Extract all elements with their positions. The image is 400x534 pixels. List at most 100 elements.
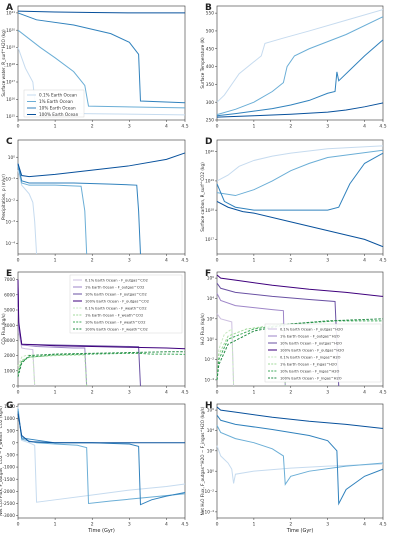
legend-label: 10% Earth Ocean - F_outgas^CO2 <box>85 292 147 296</box>
x-tick-label: 1 <box>54 124 57 130</box>
y-tick-label: 1000 <box>4 368 15 374</box>
panel-g: G 0 1 2 3 4 4.5 Time (Gyr) 1500 1000 500 0 -500 -1000… <box>0 401 189 534</box>
series-line-2 <box>216 282 340 387</box>
x-tick-label: 3 <box>128 258 131 264</box>
y-axis-label: Precipitation, p (m/yr) <box>1 174 6 220</box>
x-tick-label: 3 <box>326 390 329 396</box>
legend-label: 1% Earth Ocean - F_outgas^CO2 <box>85 285 144 289</box>
y-tick-label: 10⁻⁴ <box>205 509 215 515</box>
series-line-3 <box>17 279 186 350</box>
y-tick-label: 0 <box>12 384 15 390</box>
x-tick-label: 1 <box>54 390 57 396</box>
panel-h: H 0 1 2 3 4 4.5 Time (Gyr) 10⁶ 10⁴ 10² 10⁰ 10⁻² 10⁻⁴N… <box>200 401 387 534</box>
y-tick-label: 400 <box>206 64 214 70</box>
x-axis-label: Time (Gyr) <box>286 528 314 534</box>
legend-label: 1% Earth Ocean - F_outgas^H2O <box>280 334 340 338</box>
y-tick-label: 350 <box>206 82 214 88</box>
series-line-0 <box>216 145 384 182</box>
x-tick-label: 1 <box>54 258 57 264</box>
x-axis-label: Time (Gyr) <box>87 528 115 534</box>
x-tick-label: 2 <box>289 258 292 264</box>
x-tick-label: 0 <box>17 522 20 528</box>
y-axis-label: Surface water, R_surf^H2O (kg) <box>1 29 6 97</box>
x-tick-label: 4 <box>165 522 168 528</box>
y-tick-label: 10²¹ <box>6 11 15 17</box>
y-tick-label: 300 <box>206 100 214 106</box>
y-tick-label: 2000 <box>4 353 15 359</box>
y-tick-label: -2000 <box>3 489 16 495</box>
y-tick-label: 10⁻³ <box>6 219 16 225</box>
legend-label: 100% Earth Ocean <box>39 112 79 117</box>
y-tick-label: 10²⁰ <box>6 28 15 34</box>
y-tick-label: 10¹⁷ <box>205 237 214 243</box>
legend-label: 0.1% Earth Ocean - F_outgas^CO2 <box>85 278 148 282</box>
panel-label: G <box>6 401 13 411</box>
y-tick-label: 3000 <box>4 338 15 344</box>
series-line-1 <box>216 16 384 116</box>
series-line-2 <box>216 39 384 117</box>
series-line-3 <box>216 274 384 297</box>
panel-c: C 0 1 2 3 4 4.5 10⁰ 10⁻¹ 10⁻² 10⁻³ 10⁻⁴ Precipitatio… <box>1 137 189 264</box>
legend-label: 100% Earth Ocean - F_outgas^CO2 <box>85 299 149 303</box>
y-tick-label: -3000 <box>3 513 16 519</box>
y-axis-label: H₂O Flux (kg/s) <box>200 313 205 345</box>
panel-label: A <box>6 3 13 13</box>
y-tick-label: 10² <box>207 316 214 322</box>
x-tick-label: 3 <box>326 258 329 264</box>
y-tick-label: 10⁶ <box>207 276 214 282</box>
x-tick-label: 2 <box>289 390 292 396</box>
legend-label: 100% Earth Ocean - F_outgas^H2O <box>280 348 344 352</box>
series-line-3 <box>216 200 384 248</box>
x-tick-label: 2 <box>91 390 94 396</box>
y-tick-label: 10⁴ <box>207 296 214 302</box>
y-tick-label: 6000 <box>4 292 15 298</box>
series-line-3 <box>17 152 186 178</box>
legend-label: 10% Earth Ocean - F_ingas^H2O <box>280 369 339 373</box>
x-tick-label: 1 <box>252 258 255 264</box>
y-tick-label: 10⁻¹ <box>6 176 16 182</box>
x-tick-label: 1 <box>252 522 255 528</box>
x-tick-label: 4.5 <box>379 390 386 396</box>
y-tick-label: 250 <box>206 118 214 124</box>
y-tick-label: 10⁻⁴ <box>205 377 215 383</box>
series-line-2 <box>17 12 186 104</box>
legend-label: 0.1% Earth Ocean - F_weath^CO2 <box>85 306 147 310</box>
y-axis-label: CO₂ Flux (kg/s) <box>1 313 6 345</box>
y-tick-label: -1000 <box>3 465 16 471</box>
y-tick-label: 10⁰ <box>8 155 15 161</box>
y-tick-label: 10⁶ <box>207 408 214 414</box>
y-tick-label: -500 <box>5 453 15 459</box>
series-line-1 <box>17 165 88 255</box>
series-line-0 <box>17 169 38 255</box>
y-axis-label: Surface carbon, R_surf^CO2 (kg) <box>200 162 205 232</box>
legend-label: 100% Earth Ocean - F_weath^CO2 <box>85 327 148 331</box>
series-line-3 <box>216 406 384 429</box>
series-line-3 <box>17 10 185 14</box>
y-tick-label: 500 <box>7 428 15 434</box>
legend-label: 10% Earth Ocean - F_outgas^H2O <box>280 341 342 345</box>
series-line-1 <box>216 149 384 197</box>
y-tick-label: 10⁻² <box>6 198 16 204</box>
panel-label: E <box>6 269 12 279</box>
x-tick-label: 4 <box>363 522 366 528</box>
x-tick-label: 4 <box>165 390 168 396</box>
x-tick-label: 2 <box>289 522 292 528</box>
y-tick-label: 10²⁰ <box>205 149 214 155</box>
y-axis-label: Surface Temperature (K) <box>200 37 205 89</box>
x-tick-label: 4 <box>165 258 168 264</box>
x-tick-label: 4.5 <box>181 124 188 130</box>
x-tick-label: 4 <box>363 124 366 130</box>
series-line-1 <box>216 425 384 486</box>
legend-box <box>264 323 382 383</box>
series-line-2 <box>216 152 384 211</box>
legend-label: 0.1% Earth Ocean - F_ingas^H2O <box>280 355 341 359</box>
y-tick-label: -1500 <box>3 477 16 483</box>
x-tick-label: 0 <box>17 124 20 130</box>
x-tick-label: 2 <box>91 522 94 528</box>
x-tick-label: 0 <box>17 390 20 396</box>
y-tick-label: 10¹⁹ <box>205 179 214 185</box>
plot-frame <box>216 403 384 519</box>
y-tick-label: 10⁴ <box>207 428 214 434</box>
y-tick-label: 500 <box>206 29 214 35</box>
